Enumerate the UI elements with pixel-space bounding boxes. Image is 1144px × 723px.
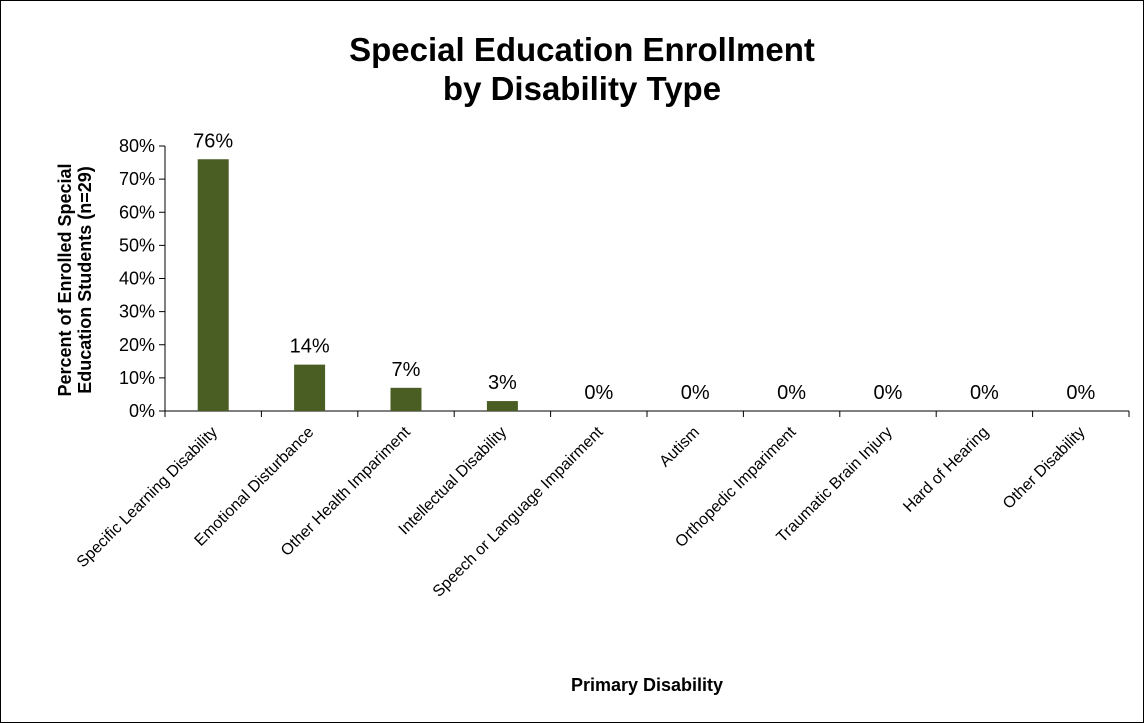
data-label: 0%	[1066, 382, 1095, 404]
data-label: 7%	[392, 359, 421, 381]
bar	[197, 159, 229, 411]
y-tick-label: 70%	[119, 169, 155, 189]
chart-title-line-1: Special Education Enrollment	[349, 31, 815, 68]
bar	[390, 387, 422, 411]
y-axis: 0% 10% 20% 30% 40% 50% 60% 70% 80%	[119, 136, 166, 421]
x-axis	[164, 410, 1130, 417]
bar	[294, 364, 326, 411]
data-label: 3%	[488, 372, 517, 394]
x-tick-label: Other Disability	[1000, 424, 1089, 513]
y-tick-label: 80%	[119, 136, 155, 156]
x-axis-title: Primary Disability	[571, 675, 723, 695]
data-label: 0%	[681, 382, 710, 404]
data-label: 14%	[290, 336, 330, 358]
x-tick-label: Hard of Hearing	[900, 424, 992, 516]
bar	[486, 401, 518, 411]
x-tick-label: Intellectual Disability	[396, 424, 511, 539]
x-tick-label: Autism	[656, 424, 703, 471]
y-tick-label: 0%	[129, 401, 155, 421]
data-label: 0%	[777, 382, 806, 404]
y-tick-label: 20%	[119, 335, 155, 355]
data-labels: 76% 14% 7% 3% 0% 0% 0% 0% 0% 0%	[193, 130, 1095, 404]
x-tick-label: Speech or Language Impairment	[430, 423, 607, 600]
data-label: 76%	[193, 130, 233, 152]
x-tick-label: Specific Learning Disability	[74, 424, 221, 571]
y-axis-title: Percent of Enrolled Special Education St…	[55, 163, 95, 396]
data-label: 0%	[874, 382, 903, 404]
chart-title-line-2: by Disability Type	[443, 70, 721, 107]
y-tick-label: 30%	[119, 302, 155, 322]
y-tick-label: 60%	[119, 202, 155, 222]
y-tick-label: 50%	[119, 235, 155, 255]
y-tick-label: 10%	[119, 368, 155, 388]
y-axis-title-line-2: Education Students (n=29)	[75, 166, 95, 394]
data-label: 0%	[970, 382, 999, 404]
bars	[197, 159, 518, 411]
y-tick-label: 40%	[119, 269, 155, 289]
y-axis-title-line-1: Percent of Enrolled Special	[55, 163, 75, 396]
data-label: 0%	[584, 382, 613, 404]
